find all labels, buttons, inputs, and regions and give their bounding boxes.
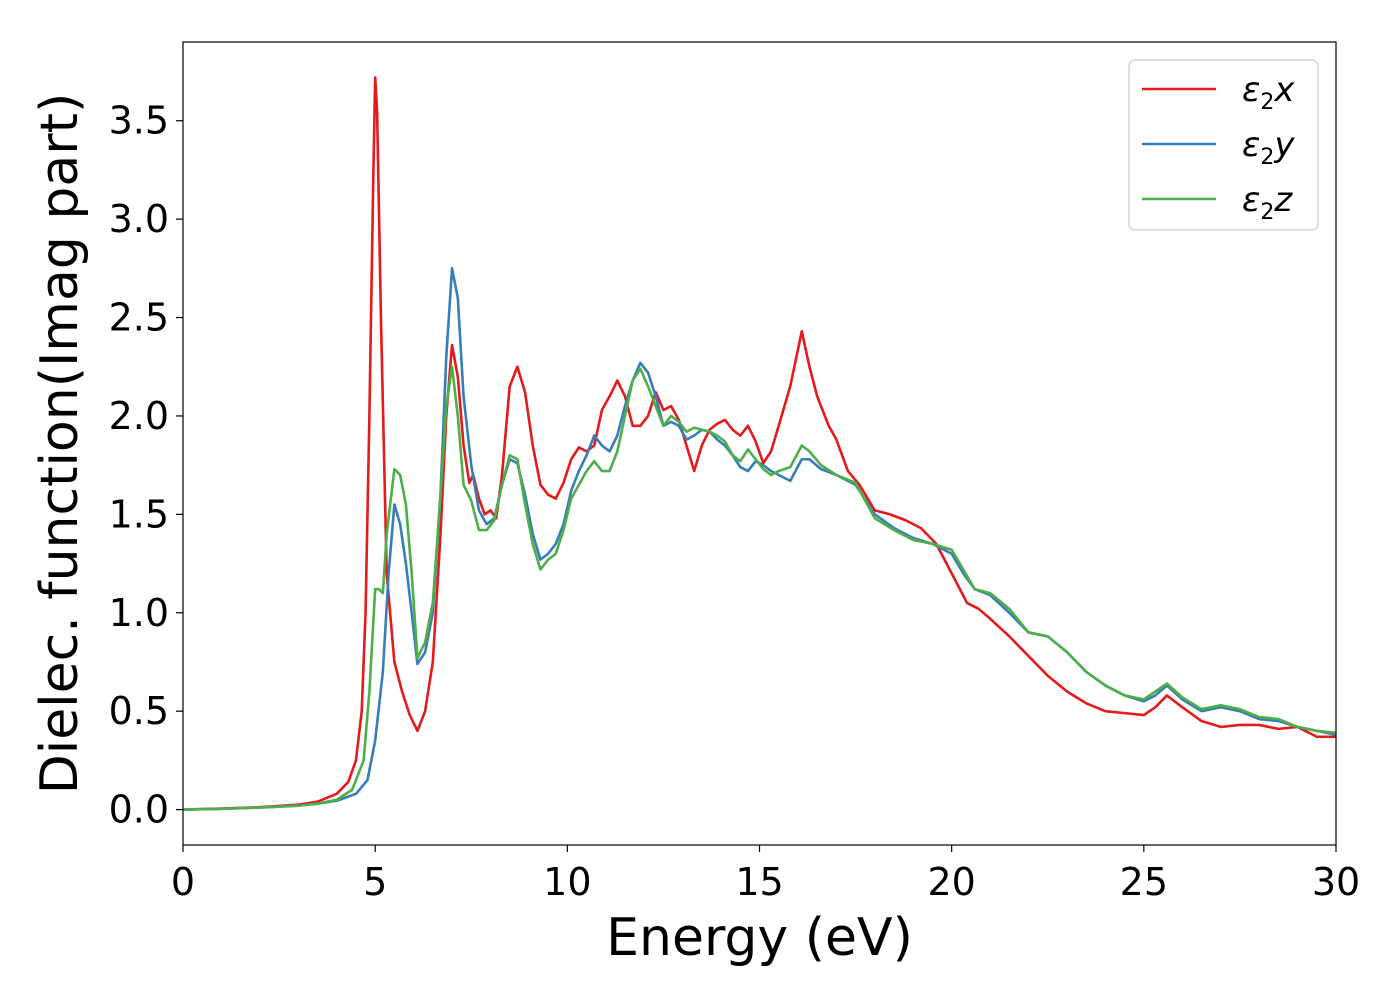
legend-label-base: ε	[1242, 180, 1260, 220]
y-tick-label: 1.5	[109, 492, 169, 536]
legend-label-subscript: 2	[1260, 90, 1274, 115]
legend-label-variable: x	[1273, 70, 1295, 110]
legend-label: ε2z	[1242, 180, 1293, 225]
series-line-x	[182, 76, 1336, 811]
y-tick-label: 2.5	[109, 296, 169, 340]
x-tick-label: 15	[735, 860, 783, 904]
y-axis: 0.0 0.5 1.0 1.5 2.0 2.5 3.0 3.5	[109, 99, 183, 832]
y-tick-label: 0.5	[109, 689, 169, 733]
legend-label-base: ε	[1242, 125, 1260, 165]
y-tick-label: 0.0	[109, 788, 169, 832]
legend-label-subscript: 2	[1260, 200, 1274, 225]
plot-lines	[182, 76, 1337, 811]
x-tick-label: 0	[171, 860, 195, 904]
legend-label-subscript: 2	[1260, 145, 1274, 170]
legend-label-variable: z	[1273, 180, 1293, 220]
x-axis: 0 5 10 15 20 25 30	[171, 845, 1360, 904]
legend-box	[1128, 59, 1319, 231]
x-tick-label: 30	[1312, 860, 1360, 904]
y-tick-label: 2.0	[109, 394, 169, 438]
x-tick-label: 20	[927, 860, 975, 904]
x-tick-label: 5	[363, 860, 387, 904]
series-line-y	[182, 267, 1337, 811]
y-tick-label: 3.0	[109, 197, 169, 241]
y-tick-label: 3.5	[109, 99, 169, 143]
legend-label-base: ε	[1242, 70, 1260, 110]
legend-label: ε2x	[1242, 70, 1295, 115]
series-line-z	[182, 365, 1337, 811]
legend-label: ε2y	[1242, 125, 1295, 170]
x-axis-title: Energy (eV)	[606, 908, 913, 968]
x-tick-label: 25	[1120, 860, 1168, 904]
y-axis-title: Dielec. function(Imag part)	[30, 93, 90, 795]
x-tick-label: 10	[543, 860, 591, 904]
legend-label-variable: y	[1273, 125, 1295, 165]
y-tick-label: 1.0	[109, 591, 169, 635]
